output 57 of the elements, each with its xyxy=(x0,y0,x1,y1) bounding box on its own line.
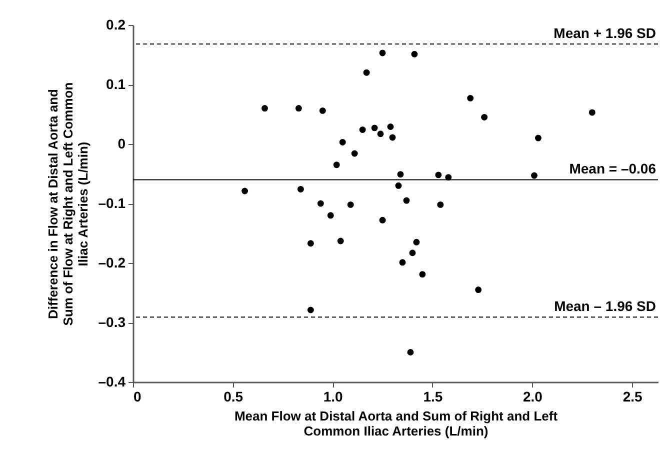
point xyxy=(377,130,384,138)
point xyxy=(319,107,326,114)
point xyxy=(437,201,444,208)
point xyxy=(481,114,488,120)
point xyxy=(419,271,426,278)
point xyxy=(359,126,366,133)
point xyxy=(307,306,314,314)
y-tick-label: 0 xyxy=(118,136,126,152)
point xyxy=(395,182,402,189)
point xyxy=(397,171,404,178)
point xyxy=(242,188,248,194)
y-axis-title: Difference in Flow at Distal Aorta and Sum of Flow at Right and Left Common Iliac Arteries (L/min) xyxy=(45,82,90,326)
point xyxy=(307,240,314,247)
y-tick-label: –0.2 xyxy=(98,254,126,270)
x-tick-label: 0 xyxy=(134,388,142,404)
point xyxy=(337,238,344,244)
point xyxy=(534,134,542,142)
point xyxy=(387,124,394,130)
point xyxy=(530,172,538,179)
point xyxy=(327,212,334,219)
point xyxy=(409,250,416,256)
point xyxy=(363,69,370,76)
ref-line-label: Mean – 1.96 SD xyxy=(554,298,656,314)
point xyxy=(389,134,396,141)
point xyxy=(297,186,304,192)
point xyxy=(333,162,340,168)
point xyxy=(407,349,414,356)
y-tick-label: 0.2 xyxy=(106,16,126,32)
y-tick-label: –0.1 xyxy=(98,195,126,211)
point xyxy=(403,197,410,204)
point xyxy=(435,172,442,178)
point xyxy=(379,216,386,224)
point xyxy=(379,50,386,56)
point xyxy=(475,286,482,294)
point xyxy=(413,238,420,246)
point xyxy=(339,138,346,146)
x-axis-title: Mean Flow at Distal Aorta and Sum of Right and Left Common Iliac Arteries (L/min) xyxy=(234,408,558,438)
point xyxy=(588,109,596,116)
point xyxy=(351,150,358,157)
y-tick-label: –0.4 xyxy=(98,374,126,390)
x-tick-label: 2.5 xyxy=(622,388,642,404)
x-tick-label: 2.0 xyxy=(523,388,543,404)
ref-line-label: Mean + 1.96 SD xyxy=(554,25,656,42)
point xyxy=(411,50,418,58)
ref-line-label: Mean = –0.06 xyxy=(569,160,656,177)
point xyxy=(467,94,474,102)
point xyxy=(262,105,268,112)
point xyxy=(317,200,324,207)
x-tick-label: 0.5 xyxy=(224,388,244,404)
x-tick-label: 1.0 xyxy=(323,388,344,404)
y-tick-label: –0.3 xyxy=(98,314,126,330)
point xyxy=(295,105,302,112)
point xyxy=(347,201,354,208)
y-tick-label: 0.1 xyxy=(106,76,126,92)
x-tick-label: 1.5 xyxy=(423,388,443,404)
point xyxy=(371,124,378,132)
point xyxy=(399,259,406,266)
